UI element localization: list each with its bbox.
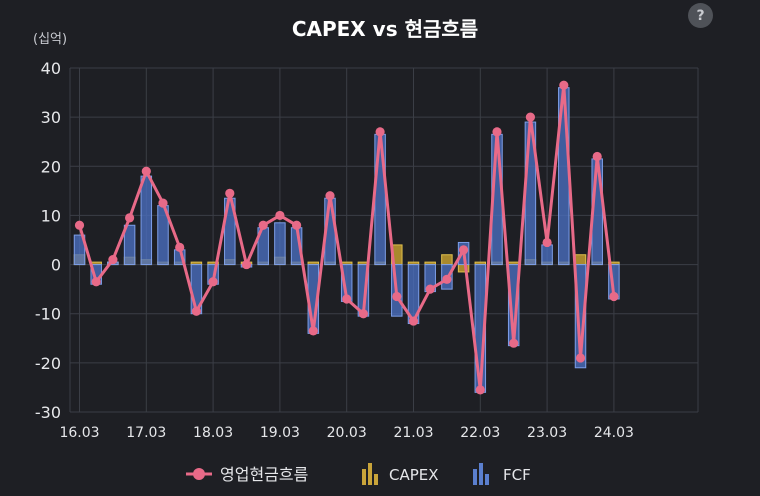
ocf-point [442,274,452,284]
ocf-point [609,291,619,302]
legend: 영업현금흐름 CAPEX FCF [186,463,531,485]
y-tick-label: -30 [35,403,61,422]
x-tick-label: 20.03 [327,425,367,441]
ocf-point [91,277,101,287]
ocf-point [325,191,335,201]
fcf-bar [73,234,86,266]
legend-label-fcf: FCF [503,466,531,484]
ocf-point [358,309,368,319]
ocf-point [158,198,168,208]
ocf-point [525,112,536,122]
x-tick-label: 22.03 [460,425,500,441]
help-icon[interactable]: ? [688,3,713,28]
ocf-point [275,210,285,221]
ocf-point [108,255,118,265]
ocf-point [241,259,252,270]
ocf-point [492,127,502,137]
ocf-point [175,242,185,252]
x-tick-label: 16.03 [59,425,99,441]
y-tick-label: 0 [51,256,61,275]
y-tick-label: 20 [41,157,61,176]
y-tick-label: 40 [41,59,61,78]
fcf-bar [274,222,286,266]
legend-label-ocf: 영업현금흐름 [220,465,308,484]
ocf-point [125,213,135,223]
legend-fcf-icon [485,474,489,485]
y-tick-label: 10 [41,206,61,225]
x-tick-label: 21.03 [393,425,433,441]
capex-bar [441,254,453,266]
ocf-point [308,326,318,336]
legend-capex-icon [362,469,366,485]
y-tick-label: -20 [35,354,61,373]
capex-bar [574,254,587,266]
chart-title: CAPEX vs 현금흐름 [292,17,478,41]
ocf-point [459,245,469,255]
ocf-point [592,151,602,162]
ocf-point [258,220,268,230]
ocf-point [74,220,85,230]
x-tick-label: 18.03 [193,425,233,441]
y-tick-labels: 40 30 20 10 0 -10 -20 -30 [35,59,61,422]
operating-cashflow-line [74,80,619,395]
ocf-point [509,338,519,348]
ocf-point [342,294,352,304]
fcf-bar [140,175,153,266]
gridlines [69,67,699,413]
ocf-point [141,166,151,176]
legend-capex-icon [368,463,372,485]
y-axis-unit: (십억) [33,32,67,47]
legend-capex-icon [374,474,378,485]
ocf-point [392,291,402,302]
x-tick-label: 24.03 [594,425,634,441]
ocf-point [542,237,552,248]
y-tick-label: 30 [41,108,61,127]
fcf-bar [123,224,136,266]
legend-label-capex: CAPEX [389,466,439,484]
y-tick-label: -10 [35,305,61,324]
fcf-bar [574,264,587,369]
ocf-point [425,284,435,294]
ocf-point [475,385,485,395]
legend-fcf-icon [479,463,483,485]
legend-fcf-icon [473,469,477,485]
ocf-point [375,127,385,137]
ocf-point [408,316,419,326]
legend-line-marker [193,468,205,480]
ocf-point [225,188,235,198]
ocf-point [208,277,218,287]
x-tick-label: 23.03 [527,425,567,441]
x-tick-label: 17.03 [126,425,166,441]
x-tick-label: 19.03 [260,425,300,441]
ocf-point [559,80,569,90]
x-tick-labels: 16.03 17.03 18.03 19.03 20.03 21.03 22.03 23.03… [59,425,633,441]
ocf-point [292,220,302,230]
fcf-bar [541,244,553,266]
ocf-point [191,306,201,316]
ocf-point [575,353,586,363]
